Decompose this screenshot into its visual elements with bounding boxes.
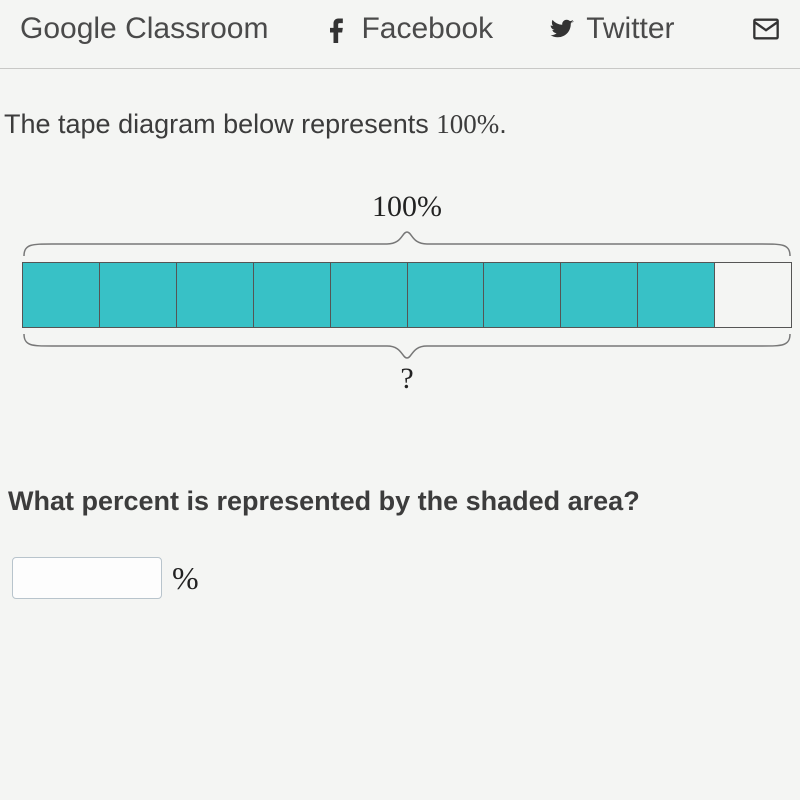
prompt-value: 100% <box>436 109 499 139</box>
tape-cell <box>99 262 176 328</box>
share-label: Twitter <box>586 12 674 46</box>
answer-row: % <box>12 557 796 599</box>
diagram-bottom-label: ? <box>22 362 792 396</box>
tape-diagram: 100% ? <box>22 190 792 396</box>
share-bar: Google Classroom Facebook Twitter <box>0 0 800 69</box>
facebook-icon <box>323 15 351 43</box>
content-area: The tape diagram below represents 100%. … <box>0 69 800 599</box>
tape-cell <box>253 262 330 328</box>
twitter-icon <box>548 15 576 43</box>
share-google-classroom[interactable]: Google Classroom <box>20 12 268 46</box>
prompt-text: The tape diagram below represents 100%. <box>4 109 796 140</box>
tape-cell <box>637 262 714 328</box>
tape-cell <box>714 262 792 328</box>
brace-top <box>22 230 792 258</box>
prompt-suffix: . <box>499 109 507 139</box>
diagram-top-label: 100% <box>22 190 792 224</box>
share-label: Facebook <box>361 12 493 46</box>
tape-cell <box>22 262 99 328</box>
share-email[interactable] <box>752 15 780 43</box>
tape-cell <box>407 262 484 328</box>
tape-cell <box>176 262 253 328</box>
tape-bar <box>22 262 792 328</box>
tape-cell <box>483 262 560 328</box>
share-facebook[interactable]: Facebook <box>323 12 493 46</box>
share-label: Google Classroom <box>20 12 268 46</box>
tape-cell <box>330 262 407 328</box>
answer-input[interactable] <box>12 557 162 599</box>
email-icon <box>752 15 780 43</box>
prompt-prefix: The tape diagram below represents <box>4 109 436 139</box>
share-twitter[interactable]: Twitter <box>548 12 674 46</box>
question-text: What percent is represented by the shade… <box>8 486 796 517</box>
answer-unit: % <box>172 560 199 597</box>
brace-bottom <box>22 332 792 360</box>
tape-cell <box>560 262 637 328</box>
